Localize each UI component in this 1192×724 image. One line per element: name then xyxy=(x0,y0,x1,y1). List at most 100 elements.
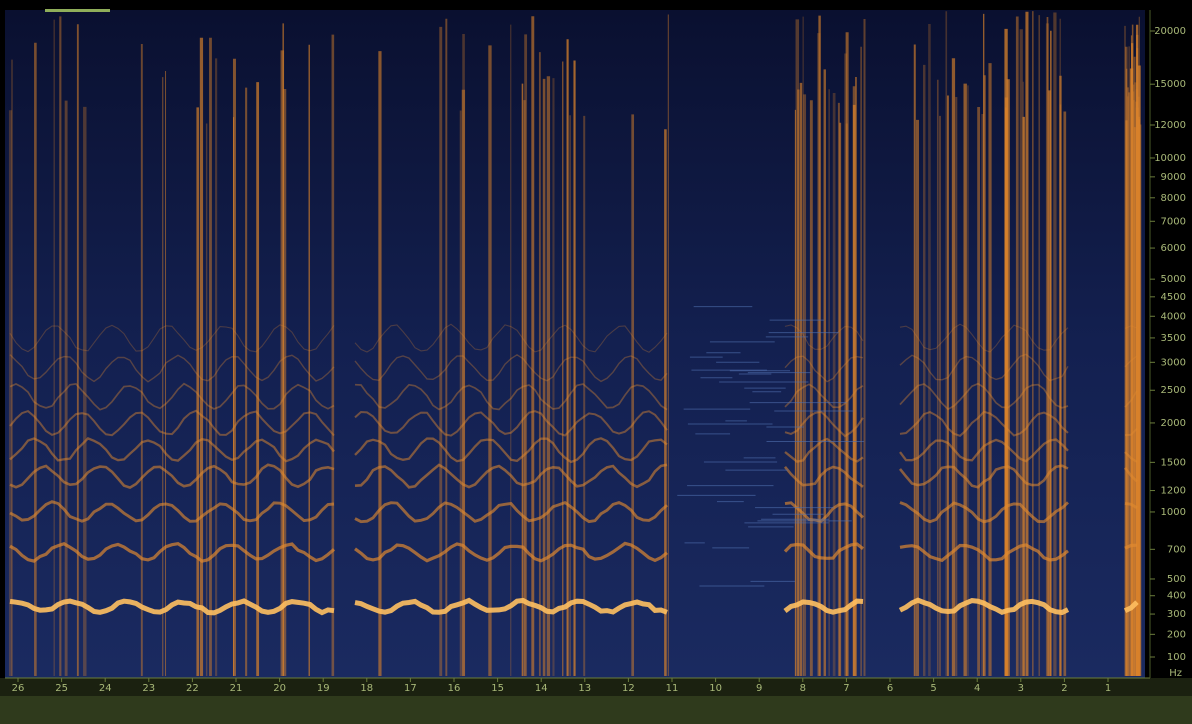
texture xyxy=(354,541,668,563)
frequency-label: 20000 xyxy=(1154,26,1186,37)
frequency-label: 15000 xyxy=(1154,79,1186,90)
texture xyxy=(9,541,336,563)
frequency-label: 10000 xyxy=(1154,153,1186,164)
texture xyxy=(1124,355,1138,368)
texture xyxy=(9,354,335,383)
texture xyxy=(354,383,668,411)
texture xyxy=(899,543,1069,563)
time-label: 8 xyxy=(800,683,806,694)
time-label: 22 xyxy=(186,683,199,694)
time-label: 24 xyxy=(99,683,112,694)
frequency-label: 1500 xyxy=(1161,457,1186,468)
frequency-label: 500 xyxy=(1167,574,1186,585)
texture xyxy=(783,598,864,615)
selection-marker xyxy=(45,9,110,12)
frequency-label: 6000 xyxy=(1161,243,1186,254)
frequency-label: 8000 xyxy=(1161,193,1186,204)
texture xyxy=(1124,427,1138,437)
frequency-label: 300 xyxy=(1167,609,1186,620)
time-label: 26 xyxy=(12,683,25,694)
texture xyxy=(784,501,864,523)
time-label: 4 xyxy=(974,683,980,694)
texture xyxy=(1123,600,1139,613)
time-label: 18 xyxy=(360,683,373,694)
texture xyxy=(9,409,335,437)
time-label: 16 xyxy=(448,683,461,694)
texture xyxy=(899,323,1069,353)
texture xyxy=(784,383,864,409)
texture xyxy=(9,463,335,490)
frequency-label: 1200 xyxy=(1161,486,1186,497)
time-label: 19 xyxy=(317,683,330,694)
texture xyxy=(354,437,668,464)
texture xyxy=(1124,543,1138,550)
axes: 100 200 300 400 500 700 1000 1200 1500 2000 2500 30… xyxy=(12,26,1186,694)
frequency-label: 12000 xyxy=(1154,120,1186,131)
texture xyxy=(354,410,668,437)
frequency-label: 200 xyxy=(1167,629,1186,640)
texture xyxy=(784,355,864,383)
time-label: 25 xyxy=(55,683,68,694)
time-label: 21 xyxy=(230,683,243,694)
time-label: 11 xyxy=(666,683,679,694)
frequency-label: 7000 xyxy=(1161,216,1186,227)
time-label: 7 xyxy=(843,683,849,694)
time-label: 9 xyxy=(756,683,762,694)
texture xyxy=(899,410,1069,437)
time-label: 17 xyxy=(404,683,417,694)
texture xyxy=(1124,325,1138,329)
time-label: 14 xyxy=(535,683,548,694)
texture xyxy=(354,463,668,489)
time-label: 2 xyxy=(1061,683,1067,694)
texture xyxy=(9,500,335,523)
frequency-label: 4000 xyxy=(1161,311,1186,322)
frequency-label: 3500 xyxy=(1161,333,1186,344)
frequency-label: 700 xyxy=(1167,544,1186,555)
time-label: 10 xyxy=(709,683,722,694)
texture xyxy=(784,410,864,438)
spectrogram-texture xyxy=(8,11,1142,676)
frequency-label: 9000 xyxy=(1161,172,1186,183)
texture xyxy=(9,598,335,616)
time-ruler xyxy=(0,678,1192,696)
time-label: 12 xyxy=(622,683,635,694)
texture xyxy=(899,382,1069,411)
time-label: 20 xyxy=(273,683,286,694)
texture xyxy=(783,542,864,560)
status-bar xyxy=(0,696,1192,724)
texture xyxy=(784,324,864,350)
frequency-label: 5000 xyxy=(1161,274,1186,285)
frequency-label: 2500 xyxy=(1161,385,1186,396)
time-label: 15 xyxy=(491,683,504,694)
frequency-label: 400 xyxy=(1167,591,1186,602)
texture xyxy=(898,464,1069,489)
texture xyxy=(899,353,1069,382)
texture xyxy=(899,438,1069,463)
texture xyxy=(1124,501,1138,510)
texture xyxy=(354,323,668,353)
texture xyxy=(1124,451,1138,463)
texture xyxy=(9,382,335,411)
texture xyxy=(1123,467,1138,483)
texture xyxy=(354,597,668,615)
time-label: 1 xyxy=(1105,683,1111,694)
frequency-label: 100 xyxy=(1167,652,1186,663)
texture xyxy=(1124,390,1138,408)
unit-label: Hz xyxy=(1169,668,1182,679)
time-label: 23 xyxy=(142,683,155,694)
texture xyxy=(9,437,335,463)
frequency-label: 1000 xyxy=(1161,507,1186,518)
frequency-label: 3000 xyxy=(1161,357,1186,368)
time-label: 3 xyxy=(1018,683,1024,694)
frequency-label: 4500 xyxy=(1161,292,1186,303)
texture xyxy=(784,437,864,463)
texture xyxy=(354,500,668,524)
texture xyxy=(354,353,668,383)
texture xyxy=(9,324,335,353)
time-label: 6 xyxy=(887,683,893,694)
texture xyxy=(899,501,1069,524)
time-label: 13 xyxy=(578,683,591,694)
texture xyxy=(898,597,1070,616)
